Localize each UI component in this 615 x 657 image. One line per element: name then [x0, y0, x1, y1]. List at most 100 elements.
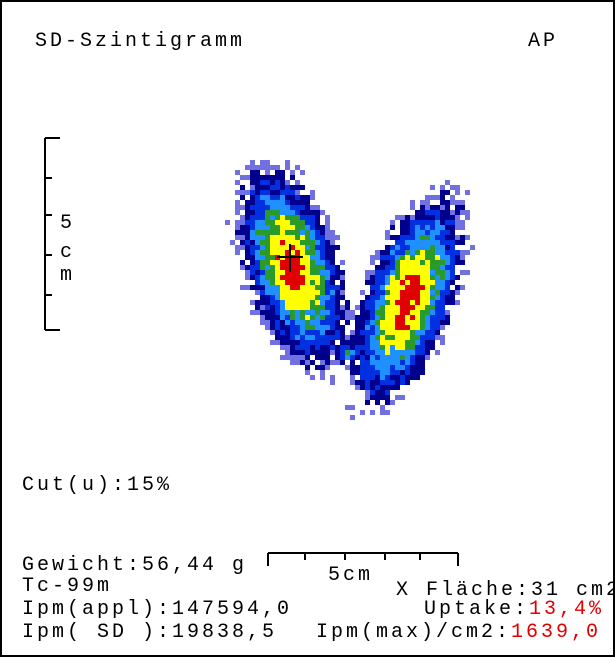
pixel	[370, 305, 375, 310]
pixel	[400, 285, 405, 290]
pixel	[350, 345, 355, 350]
pixel	[270, 305, 275, 310]
pixel	[340, 310, 345, 315]
pixel	[395, 375, 400, 380]
pixel	[325, 285, 330, 290]
pixel	[440, 265, 445, 270]
pixel	[455, 185, 460, 190]
pixel	[290, 220, 295, 225]
pixel	[405, 230, 410, 235]
pixel	[265, 190, 270, 195]
pixel	[425, 335, 430, 340]
pixel	[375, 280, 380, 285]
pixel	[270, 275, 275, 280]
pixel	[255, 175, 260, 180]
pixel	[390, 345, 395, 350]
pixel	[260, 275, 265, 280]
pixel	[375, 275, 380, 280]
pixel	[275, 215, 280, 220]
pixel	[335, 350, 340, 355]
pixel	[300, 345, 305, 350]
scale-label: 5cm	[328, 564, 373, 587]
pixel	[300, 215, 305, 220]
pixel	[325, 365, 330, 370]
pixel	[360, 355, 365, 360]
pixel	[260, 280, 265, 285]
pixel	[405, 320, 410, 325]
pixel	[320, 345, 325, 350]
pixel	[355, 325, 360, 330]
pixel	[305, 340, 310, 345]
pixel	[295, 250, 300, 255]
pixel	[265, 240, 270, 245]
pixel	[405, 270, 410, 275]
pixel	[310, 300, 315, 305]
pixel	[315, 350, 320, 355]
pixel	[365, 325, 370, 330]
pixel	[420, 320, 425, 325]
pixel	[240, 240, 245, 245]
pixel	[430, 310, 435, 315]
pixel	[460, 240, 465, 245]
pixel	[440, 205, 445, 210]
pixel	[305, 210, 310, 215]
pixel	[345, 305, 350, 310]
pixel	[265, 160, 270, 165]
pixel	[320, 370, 325, 375]
pixel	[350, 340, 355, 345]
pixel	[375, 265, 380, 270]
pixel	[410, 300, 415, 305]
pixel	[295, 325, 300, 330]
pixel	[370, 300, 375, 305]
pixel	[300, 245, 305, 250]
pixel	[295, 245, 300, 250]
pixel	[295, 285, 300, 290]
pixel	[415, 240, 420, 245]
pixel	[390, 270, 395, 275]
pixel	[320, 270, 325, 275]
pixel	[385, 300, 390, 305]
pixel	[385, 265, 390, 270]
pixel	[395, 215, 400, 220]
pixel	[310, 330, 315, 335]
pixel	[300, 235, 305, 240]
pixel	[310, 305, 315, 310]
pixel	[235, 220, 240, 225]
pixel	[240, 190, 245, 195]
pixel	[405, 355, 410, 360]
pixel	[420, 280, 425, 285]
pixel	[400, 235, 405, 240]
pixel	[310, 375, 315, 380]
pixel	[280, 290, 285, 295]
pixel	[450, 275, 455, 280]
pixel	[285, 180, 290, 185]
pixel	[390, 280, 395, 285]
pixel	[285, 280, 290, 285]
pixel	[325, 225, 330, 230]
pixel	[310, 275, 315, 280]
pixel	[315, 225, 320, 230]
pixel	[300, 355, 305, 360]
pixel	[350, 310, 355, 315]
pixel	[415, 335, 420, 340]
pixel	[385, 320, 390, 325]
pixel	[275, 205, 280, 210]
pixel	[365, 340, 370, 345]
pixel	[325, 345, 330, 350]
pixel	[420, 285, 425, 290]
pixel	[465, 235, 470, 240]
pixel	[440, 280, 445, 285]
pixel	[365, 280, 370, 285]
pixel	[305, 365, 310, 370]
pixel	[320, 250, 325, 255]
pixel	[435, 320, 440, 325]
pixel	[410, 235, 415, 240]
pixel	[330, 260, 335, 265]
pixel	[315, 340, 320, 345]
pixel	[395, 370, 400, 375]
pixel	[415, 245, 420, 250]
pixel	[350, 380, 355, 385]
pixel	[385, 340, 390, 345]
pixel	[420, 240, 425, 245]
pixel	[335, 310, 340, 315]
